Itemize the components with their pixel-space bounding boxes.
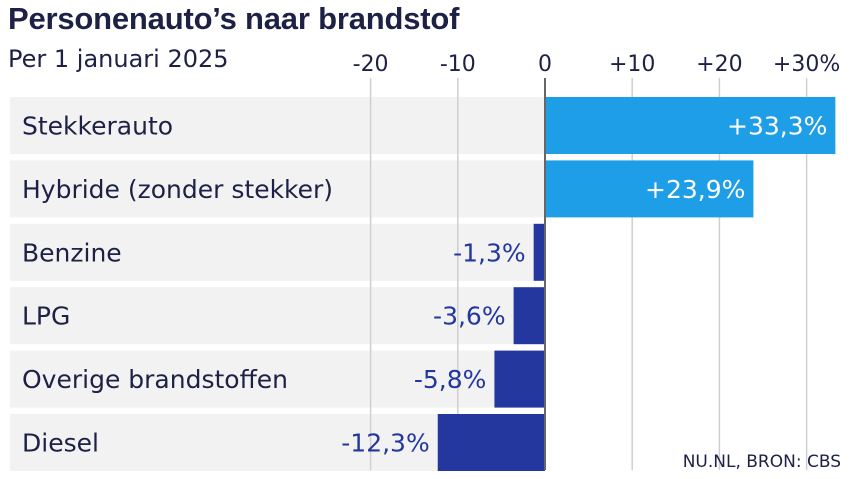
value-label-stekkerauto: +33,3%	[727, 112, 827, 141]
value-label-lpg: -3,6%	[433, 302, 506, 331]
row-background-overige-brandstoffen	[10, 350, 545, 408]
category-label-lpg: LPG	[22, 302, 70, 331]
bar-benzine	[533, 223, 545, 281]
x-tick-label: 0	[538, 52, 552, 77]
row-background-lpg	[10, 287, 545, 345]
bar-diesel	[437, 414, 545, 471]
bars	[437, 97, 836, 471]
x-tick-label: +20	[696, 52, 742, 77]
category-label-stekkerauto: Stekkerauto	[22, 112, 173, 141]
x-tick-label: +10	[609, 52, 655, 77]
chart-title: Personenauto’s naar brandstof	[8, 1, 460, 36]
category-label-diesel: Diesel	[22, 429, 99, 458]
category-labels: Stekkerauto Hybride (zonder stekker) Benzi…	[22, 112, 333, 458]
value-label-hybride-zonder-stekker: +23,9%	[645, 175, 745, 204]
category-label-benzine: Benzine	[22, 238, 122, 267]
chart-subtitle: Per 1 januari 2025	[8, 45, 229, 73]
value-label-benzine: -1,3%	[453, 238, 526, 267]
value-label-overige-brandstoffen: -5,8%	[414, 365, 487, 394]
x-tick-labels: -20 -10 0 +10 +20 +30%	[353, 52, 841, 77]
row-background-hybride-zonder-stekker	[10, 160, 545, 218]
value-labels: +33,3% +23,9% -1,3% -3,6% -5,8% -12,3%	[341, 112, 827, 458]
category-label-overige-brandstoffen: Overige brandstoffen	[22, 365, 288, 394]
bar-hybride-zonder-stekker	[545, 160, 754, 218]
x-tick-label: -10	[440, 52, 476, 77]
category-label-hybride-zonder-stekker: Hybride (zonder stekker)	[22, 175, 333, 204]
bar-lpg	[513, 287, 545, 345]
row-background-benzine	[10, 223, 545, 281]
row-background-stekkerauto	[10, 97, 545, 154]
bar-stekkerauto	[545, 97, 836, 154]
value-label-diesel: -12,3%	[341, 429, 429, 458]
x-tick-label: +30%	[773, 52, 840, 77]
row-backgrounds	[10, 97, 545, 471]
x-tick-label: -20	[353, 52, 389, 77]
bar-overige-brandstoffen	[494, 350, 545, 408]
source-credit: NU.NL, BRON: CBS	[682, 452, 841, 472]
